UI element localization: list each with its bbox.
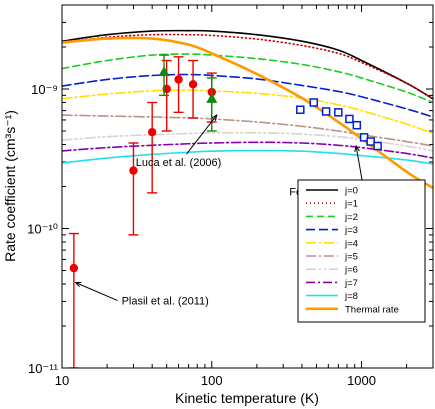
legend-label: j=8 [344,291,358,302]
data-point-square [345,114,354,124]
data-point-square [296,105,305,114]
series-line-j-5 [62,114,433,147]
legend-label: j=7 [344,278,358,289]
series-line-j-4 [62,89,433,135]
tick-layer: 10 100 1000 10⁻¹¹ 10⁻¹⁰ 10⁻⁹ [27,4,434,388]
series-line-j-8 [62,149,433,165]
x-tick-label: 1000 [347,373,376,388]
y-tick-label: 10⁻¹⁰ [27,221,58,236]
data-point-triangle [206,92,218,103]
marker-layer [68,54,382,368]
annotation-arrow [186,114,218,155]
legend-label: Thermal rate [345,304,399,315]
legend-label: j=4 [344,238,358,249]
annotation-arrow [355,145,364,184]
legend-label: j=1 [344,199,358,210]
x-tick-label: 10 [55,373,69,388]
data-point-triangle [158,66,170,77]
annotation-arrowhead [354,144,360,152]
series-line-thermal-rate [62,36,433,190]
annotation-label: Luca et al. (2006) [136,157,222,169]
x-tick-label: 100 [201,373,223,388]
legend-box [297,179,426,323]
data-point-square [334,108,343,117]
series-line-j-2 [62,53,433,104]
legend-label: j=6 [344,265,358,276]
legend-label: j=5 [344,252,358,263]
plot-frame [61,4,434,369]
legend: j=0 j=1 j=2 j=3 j=4 j=5 j=6 j=7 j=8 Thermal rate [297,179,426,323]
data-point-square [366,137,375,146]
legend-label: j=2 [344,212,358,223]
data-point-circle [188,80,198,89]
legend-label: j=0 [344,186,358,197]
data-point-circle [69,263,79,273]
data-point-circle [147,128,157,137]
data-point-circle [129,166,138,175]
annotation-arrowhead [74,282,82,288]
y-tick-label: 10⁻⁹ [31,82,58,97]
data-point-circle [174,75,183,84]
data-point-square [373,141,382,151]
series-line-j-0 [62,29,433,100]
series-line-j-1 [62,33,433,100]
series-line-j-3 [62,73,433,118]
y-tick-label: 10⁻¹¹ [28,361,59,376]
data-point-square [309,98,319,107]
series-layer [62,29,433,190]
annotation-arrow [75,282,118,302]
annotation-arrowhead [211,114,218,122]
data-point-square [321,107,331,116]
data-point-square [352,120,362,130]
y-axis-title: Rate coefficient (cm³s⁻¹) [2,110,18,262]
annotation-label: Plasil et al. (2011) [122,296,209,308]
legend-label: j=3 [344,225,358,236]
x-axis-title: Kinetic temperature (K) [175,390,319,406]
